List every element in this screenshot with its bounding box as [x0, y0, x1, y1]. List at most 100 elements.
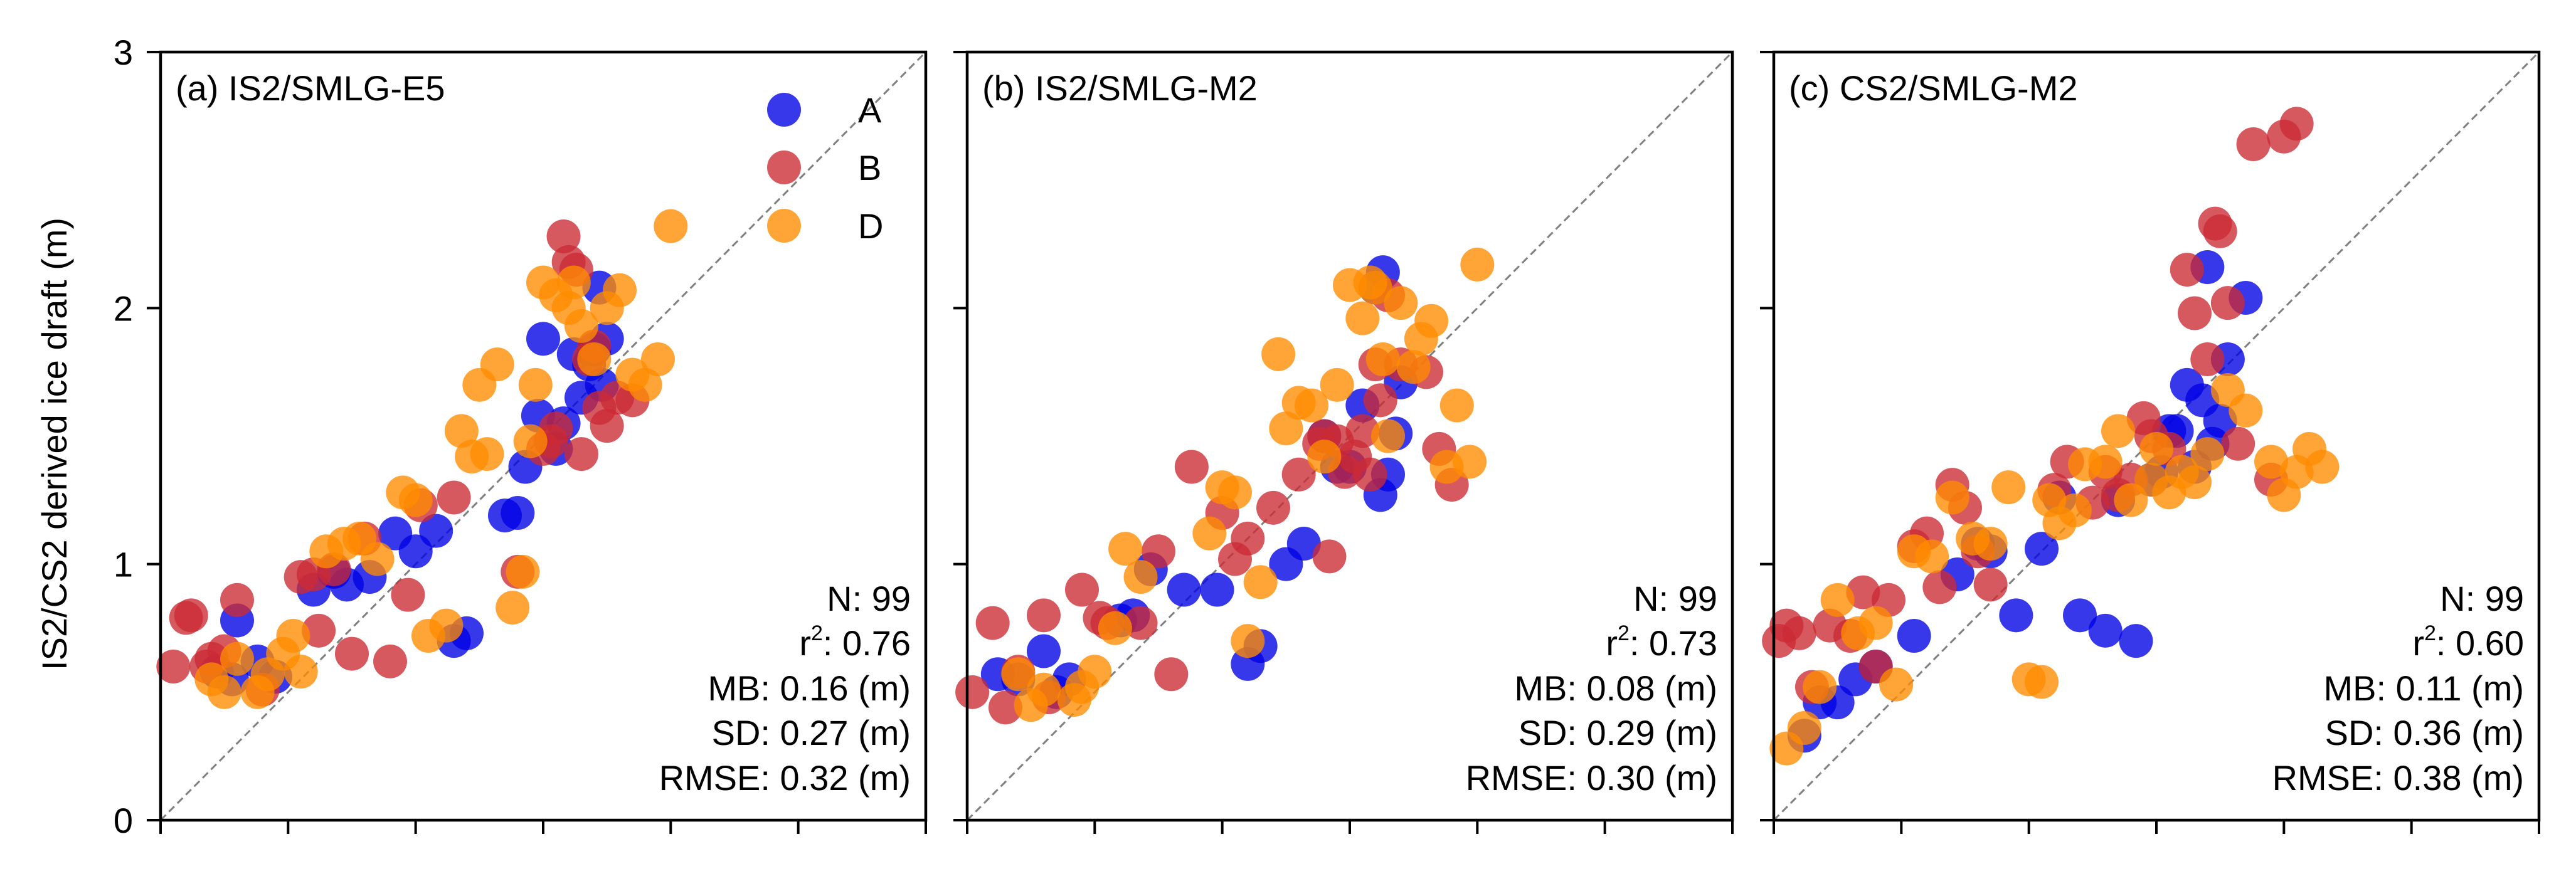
legend: ABD	[767, 90, 883, 246]
stat-sd: SD: 0.29 (m)	[1519, 713, 1717, 752]
point-d	[628, 367, 662, 402]
point-d	[1439, 388, 1474, 423]
stat-r2-value: : 0.60	[2436, 623, 2524, 663]
point-d	[577, 342, 612, 376]
point-d	[1098, 611, 1132, 645]
point-b	[1353, 457, 1387, 492]
point-d	[1218, 475, 1252, 510]
point-d	[1192, 516, 1227, 551]
stat-rmse: RMSE: 0.32 (m)	[659, 758, 911, 798]
point-b	[1142, 534, 1175, 569]
point-b	[1154, 657, 1189, 692]
point-d	[513, 424, 548, 458]
point-d	[1803, 670, 1837, 704]
stat-r2-superscript: 2	[2424, 621, 2436, 645]
point-b	[302, 613, 336, 648]
point-b	[1065, 572, 1099, 607]
point-b	[2170, 253, 2204, 287]
point-d	[284, 655, 318, 689]
point-d	[1384, 286, 1418, 320]
point-b	[1231, 521, 1265, 556]
point-d	[1358, 270, 1392, 305]
point-d	[220, 641, 254, 676]
point-b	[2178, 296, 2212, 330]
point-d	[429, 608, 464, 643]
point-d	[556, 265, 591, 300]
point-d	[1345, 301, 1380, 335]
point-d	[1935, 480, 1969, 515]
legend-marker-a	[767, 93, 801, 127]
point-d	[496, 591, 530, 625]
stat-r2-prefix: r	[1606, 623, 1618, 663]
point-d	[2254, 445, 2288, 479]
stat-r2-value: : 0.73	[1630, 623, 1717, 663]
point-d	[518, 367, 553, 402]
point-d	[654, 209, 688, 243]
stat-r2-value: : 0.76	[823, 623, 911, 663]
point-b	[590, 409, 624, 443]
stat-mb: MB: 0.16 (m)	[708, 668, 911, 708]
stat-rmse: RMSE: 0.38 (m)	[2272, 758, 2524, 798]
stat-r2: r2: 0.73	[1606, 621, 1717, 663]
point-b	[1312, 539, 1347, 574]
point-d	[1396, 350, 1431, 384]
point-b	[1123, 606, 1158, 640]
stat-r2-prefix: r	[799, 623, 811, 663]
point-d	[2057, 493, 2092, 527]
y-tick-label: 2	[114, 288, 133, 328]
point-d	[1820, 583, 1855, 617]
panel-title: (c) CS2/SMLG-M2	[1789, 68, 2078, 108]
point-d	[1001, 657, 1036, 692]
y-tick-label: 3	[114, 33, 133, 72]
y-tick-label: 1	[114, 545, 133, 584]
point-d	[1787, 711, 1821, 745]
y-tick-label: 0	[114, 801, 133, 840]
point-d	[276, 619, 310, 653]
y-axis-label: IS2/CS2 derived ice draft (m)	[34, 218, 74, 670]
point-d	[2190, 437, 2225, 472]
point-d	[470, 437, 504, 472]
point-b	[1345, 414, 1380, 448]
point-b	[2279, 107, 2314, 141]
point-d	[1991, 470, 2026, 505]
point-a	[1167, 572, 1201, 607]
panel-title: (b) IS2/SMLG-M2	[982, 68, 1258, 108]
point-d	[1231, 624, 1265, 658]
point-d	[1973, 527, 2008, 561]
point-d	[1108, 532, 1143, 566]
point-d	[1320, 367, 1354, 402]
point-a	[2119, 624, 2153, 658]
point-d	[1371, 419, 1405, 453]
point-a	[398, 534, 433, 569]
point-d	[603, 273, 637, 307]
point-a	[2203, 404, 2237, 438]
point-b	[955, 675, 990, 709]
point-d	[1269, 411, 1303, 446]
point-d	[1858, 606, 1893, 640]
point-b	[174, 598, 208, 633]
point-d	[1027, 672, 1061, 707]
point-b	[2221, 426, 2255, 461]
legend-marker-b	[767, 150, 801, 184]
stat-rmse: RMSE: 0.30 (m)	[1466, 758, 1717, 798]
point-b	[2203, 214, 2237, 248]
point-b	[1256, 490, 1290, 525]
stat-n: N: 99	[2440, 579, 2524, 618]
point-b	[1973, 567, 2008, 602]
point-d	[1078, 655, 1112, 689]
point-b	[1846, 575, 1880, 609]
stat-n: N: 99	[827, 579, 911, 618]
point-d	[1460, 247, 1495, 282]
point-b	[2236, 127, 2271, 161]
point-a	[501, 496, 535, 530]
point-a	[2063, 598, 2097, 633]
point-d	[2229, 393, 2263, 428]
point-d	[2178, 465, 2212, 499]
point-b	[1922, 570, 1957, 604]
point-a	[2088, 613, 2123, 648]
point-d	[480, 347, 514, 382]
point-b	[546, 219, 581, 253]
